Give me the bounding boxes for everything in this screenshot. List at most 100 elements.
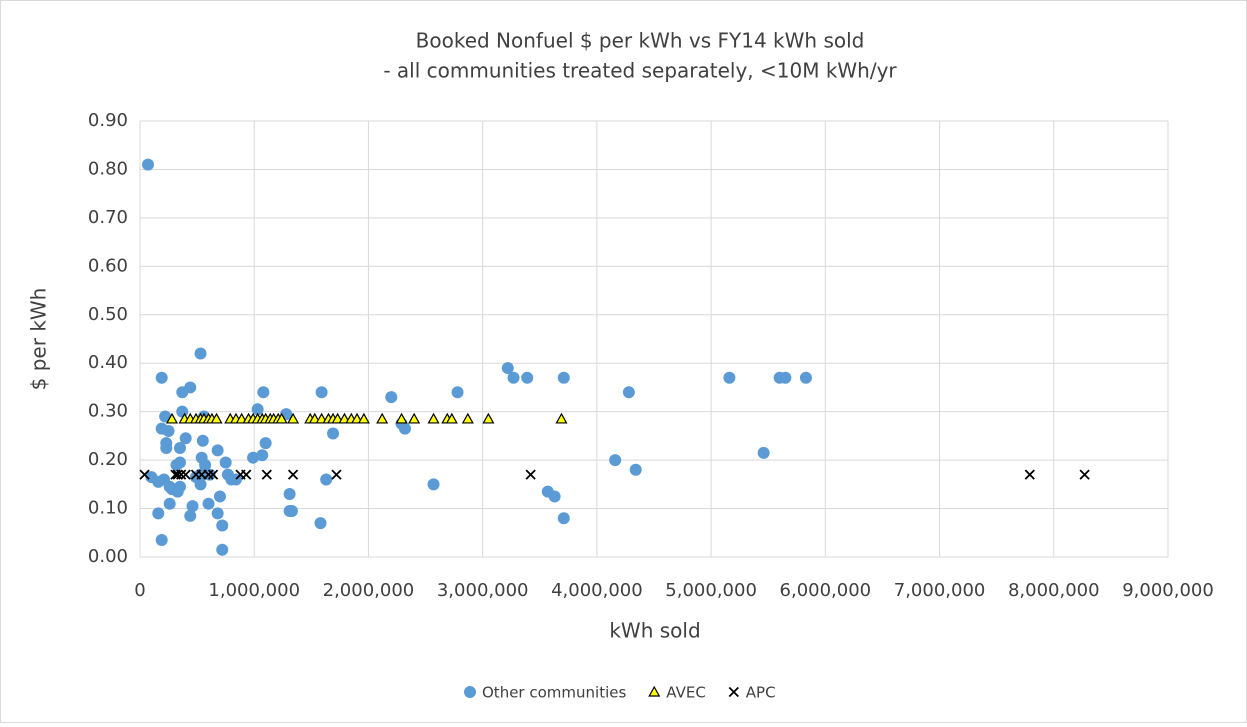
y-tick-label: 0.70 [88,207,128,228]
data-point [207,469,219,480]
data-point [210,412,223,424]
data-point [779,371,792,384]
data-point [327,427,340,440]
y-tick-label: 0.50 [88,304,128,325]
data-point [159,410,172,423]
data-point [548,490,561,503]
data-point [172,469,183,480]
data-point [165,412,179,424]
chart-subtitle: - all communities treated separately, <1… [383,59,897,83]
x-tick-label: 4,000,000 [551,580,643,601]
data-point [216,543,229,556]
data-point [314,517,327,530]
x-tick-label: 5,000,000 [665,580,757,601]
data-point [184,509,197,522]
data-point [211,444,224,457]
data-point [256,449,269,462]
data-point [427,412,440,424]
data-point [629,463,642,476]
data-point [723,371,736,384]
data-point [160,437,173,450]
data-point [141,158,154,171]
data-point [155,422,168,435]
data-point [139,469,150,480]
x-tick-label: 1,000,000 [208,580,300,601]
legend-marker [648,685,661,697]
data-point [395,412,408,424]
data-point [1079,469,1090,480]
data-point [155,534,168,547]
data-point [427,478,440,491]
data-point [241,469,252,480]
data-point [257,386,270,399]
data-point [557,512,570,525]
data-point [189,471,202,484]
x-tick-label: 3,000,000 [437,580,529,601]
data-point [247,451,260,464]
data-point [283,488,296,501]
data-point [445,412,458,424]
y-tick-label: 0.00 [88,546,128,567]
legend-label: Other communities [482,684,626,702]
data-point [180,469,191,480]
x-tick-label: 0 [134,580,145,601]
data-point [203,469,214,480]
data-point [320,473,333,486]
legend-marker [464,686,476,698]
data-point [315,386,328,399]
data-point [287,469,299,480]
data-point [376,412,389,424]
data-point [275,412,288,424]
data-point [194,347,207,360]
data-point [609,454,622,467]
data-point [757,446,770,459]
data-point [219,456,232,469]
y-tick-label: 0.80 [88,158,128,179]
data-point [155,371,168,384]
chart-title: Booked Nonfuel $ per kWh vs FY14 kWh sol… [416,29,865,53]
data-point [176,386,189,399]
data-point [163,480,176,493]
data-point [385,391,398,404]
data-point [331,469,342,480]
data-point [213,490,226,503]
data-point [221,468,234,481]
data-point [501,362,514,375]
data-point [176,405,189,418]
y-tick-label: 0.20 [88,449,128,470]
data-point [195,451,208,464]
data-point [1024,469,1035,480]
y-tick-label: 0.60 [88,255,128,276]
data-point [557,371,570,384]
data-point [186,500,199,513]
data-point [357,412,370,424]
data-point [173,442,186,454]
y-tick-label: 0.30 [88,401,128,422]
data-point [482,412,495,424]
data-point [202,497,215,510]
x-tick-label: 6,000,000 [780,580,872,601]
x-tick-label: 7,000,000 [894,580,986,601]
legend-label: AVEC [666,684,706,702]
legend-marker [728,686,739,698]
data-point [216,519,229,532]
x-axis-label: kWh sold [609,619,700,643]
y-tick-label: 0.90 [88,110,128,131]
y-tick-label: 0.10 [88,498,128,519]
data-point [163,497,176,510]
y-tick-label: 0.40 [88,352,128,373]
data-point [799,371,812,384]
x-tick-label: 2,000,000 [323,580,415,601]
data-point [555,412,568,424]
data-point [461,412,474,424]
data-point [451,386,464,399]
x-tick-label: 8,000,000 [1008,580,1100,601]
data-point [408,412,421,424]
data-point [622,386,635,399]
data-point [170,458,183,471]
data-point [259,437,272,450]
data-point [196,434,209,447]
data-point [285,504,298,517]
